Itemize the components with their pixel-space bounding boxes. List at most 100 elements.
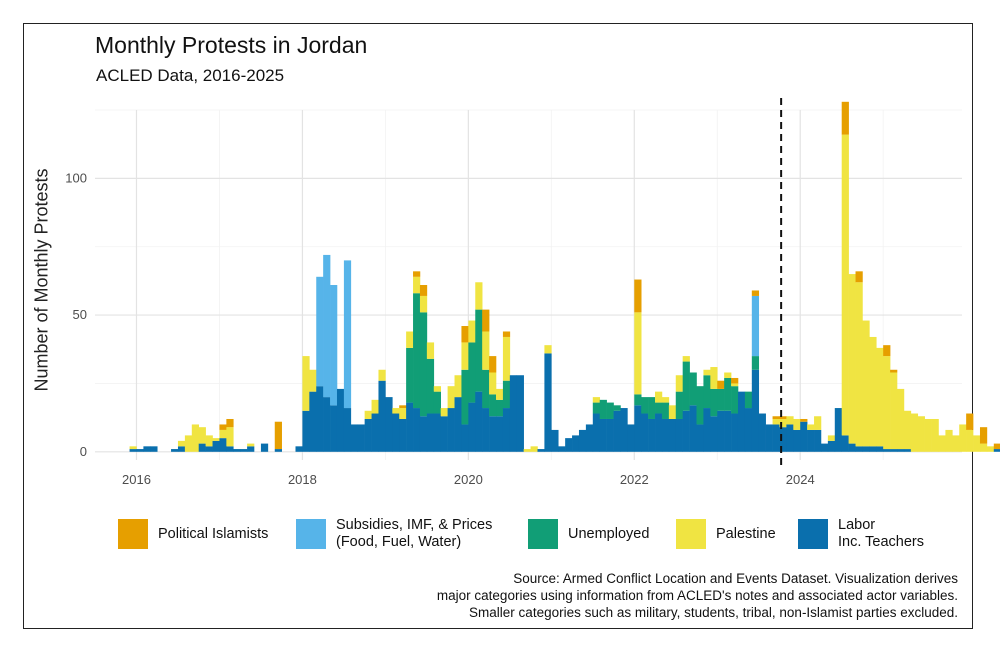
bar-segment bbox=[489, 356, 497, 373]
legend-swatch-palestine bbox=[676, 519, 706, 549]
bar-segment bbox=[274, 421, 282, 450]
bar-segment bbox=[489, 394, 497, 417]
bar-segment bbox=[544, 345, 552, 354]
bar-segment bbox=[482, 309, 490, 332]
bar-segment bbox=[979, 443, 988, 452]
bar-segment bbox=[744, 408, 753, 452]
bar-segment bbox=[205, 435, 213, 447]
bar-segment bbox=[634, 279, 642, 313]
bar-segment bbox=[717, 410, 725, 452]
bar-segment bbox=[419, 295, 428, 313]
chart-subtitle: ACLED Data, 2016-2025 bbox=[96, 66, 285, 85]
bar-segment bbox=[731, 383, 739, 387]
bar-segment bbox=[489, 372, 497, 395]
bar-segment bbox=[931, 418, 939, 452]
bar-segment bbox=[675, 418, 683, 452]
bar-segment bbox=[502, 331, 511, 337]
bar-segment bbox=[876, 446, 884, 452]
bar-segment bbox=[392, 408, 400, 414]
bar-segment bbox=[399, 418, 407, 452]
bar-segment bbox=[433, 386, 441, 392]
bar-segment bbox=[129, 446, 137, 450]
bar-segment bbox=[862, 320, 870, 447]
bar-segment bbox=[897, 449, 905, 452]
bar-segment bbox=[710, 367, 718, 389]
bar-segment bbox=[772, 418, 780, 425]
bar-segment bbox=[150, 446, 158, 452]
bar-segment bbox=[433, 413, 441, 452]
legend-item-labor: Labor Inc. Teachers bbox=[798, 512, 924, 556]
bar-segment bbox=[316, 386, 324, 452]
bar-segment bbox=[682, 356, 690, 362]
legend-label-political-islamists: Political Islamists bbox=[158, 525, 269, 542]
bar-segment bbox=[655, 413, 663, 452]
bar-segment bbox=[385, 397, 393, 452]
bar-segment bbox=[779, 418, 787, 428]
bar-segment bbox=[848, 274, 856, 444]
bar-segment bbox=[869, 336, 877, 447]
bar-segment bbox=[993, 443, 1000, 450]
x-tick-label: 2018 bbox=[288, 472, 317, 487]
bar-segment bbox=[226, 446, 234, 452]
bar-segment bbox=[371, 399, 379, 414]
bar-segment bbox=[751, 295, 760, 357]
bar-segment bbox=[938, 435, 946, 452]
y-tick-label: 100 bbox=[65, 170, 87, 185]
legend-swatch-subsidies bbox=[296, 519, 326, 549]
bar-segment bbox=[634, 312, 642, 395]
bar-segment bbox=[696, 386, 704, 425]
bar-segment bbox=[751, 356, 760, 370]
bar-segment bbox=[897, 388, 905, 450]
bar-segment bbox=[233, 449, 241, 452]
bar-segment bbox=[572, 435, 580, 452]
bar-segment bbox=[731, 386, 739, 414]
bar-segment bbox=[827, 440, 836, 452]
legend-item-subsidies: Subsidies, IMF, & Prices (Food, Fuel, Wa… bbox=[296, 512, 492, 556]
bar-segment bbox=[717, 380, 725, 389]
bar-segment bbox=[274, 449, 282, 452]
bar-segment bbox=[357, 424, 365, 452]
bar-segment bbox=[641, 397, 649, 414]
bar-segment bbox=[661, 418, 670, 452]
bar-segment bbox=[475, 391, 483, 452]
bar-segment bbox=[682, 410, 690, 452]
bar-segment bbox=[177, 446, 186, 452]
bar-segment bbox=[544, 353, 552, 452]
bar-segment bbox=[454, 375, 462, 398]
bar-segment bbox=[883, 345, 891, 357]
bar-segment bbox=[689, 372, 697, 406]
bar-segment bbox=[482, 331, 490, 370]
bar-segment bbox=[177, 440, 186, 447]
bar-segment bbox=[537, 449, 545, 452]
bar-segment bbox=[247, 446, 255, 452]
x-tick-label: 2024 bbox=[786, 472, 815, 487]
bar-segment bbox=[350, 424, 359, 452]
bar-segment bbox=[890, 369, 898, 373]
bar-segment bbox=[247, 443, 255, 447]
legend-label-labor: Labor Inc. Teachers bbox=[838, 517, 924, 550]
bar-segment bbox=[820, 443, 829, 452]
bar-segment bbox=[779, 416, 787, 419]
legend-swatch-unemployed bbox=[528, 519, 558, 549]
bar-segment bbox=[620, 408, 628, 452]
bar-segment bbox=[191, 424, 200, 452]
bar-segment bbox=[364, 418, 372, 452]
bar-segment bbox=[558, 446, 566, 452]
bar-segment bbox=[468, 402, 476, 452]
bar-segment bbox=[917, 416, 925, 452]
bar-segment bbox=[475, 309, 483, 392]
bar-segment bbox=[986, 446, 995, 452]
bar-segment bbox=[309, 391, 317, 452]
bar-segment bbox=[226, 418, 234, 428]
bar-segment bbox=[440, 408, 448, 417]
bar-segment bbox=[668, 405, 677, 419]
legend-swatch-political-islamists bbox=[118, 519, 148, 549]
bar-segment bbox=[502, 408, 511, 452]
legend-item-political-islamists: Political Islamists bbox=[118, 512, 268, 556]
bar-segment bbox=[426, 413, 435, 452]
bar-segment bbox=[447, 408, 455, 452]
bar-segment bbox=[682, 361, 690, 411]
bar-segment bbox=[343, 408, 352, 452]
bar-segment bbox=[834, 408, 842, 452]
bar-segment bbox=[219, 429, 227, 439]
